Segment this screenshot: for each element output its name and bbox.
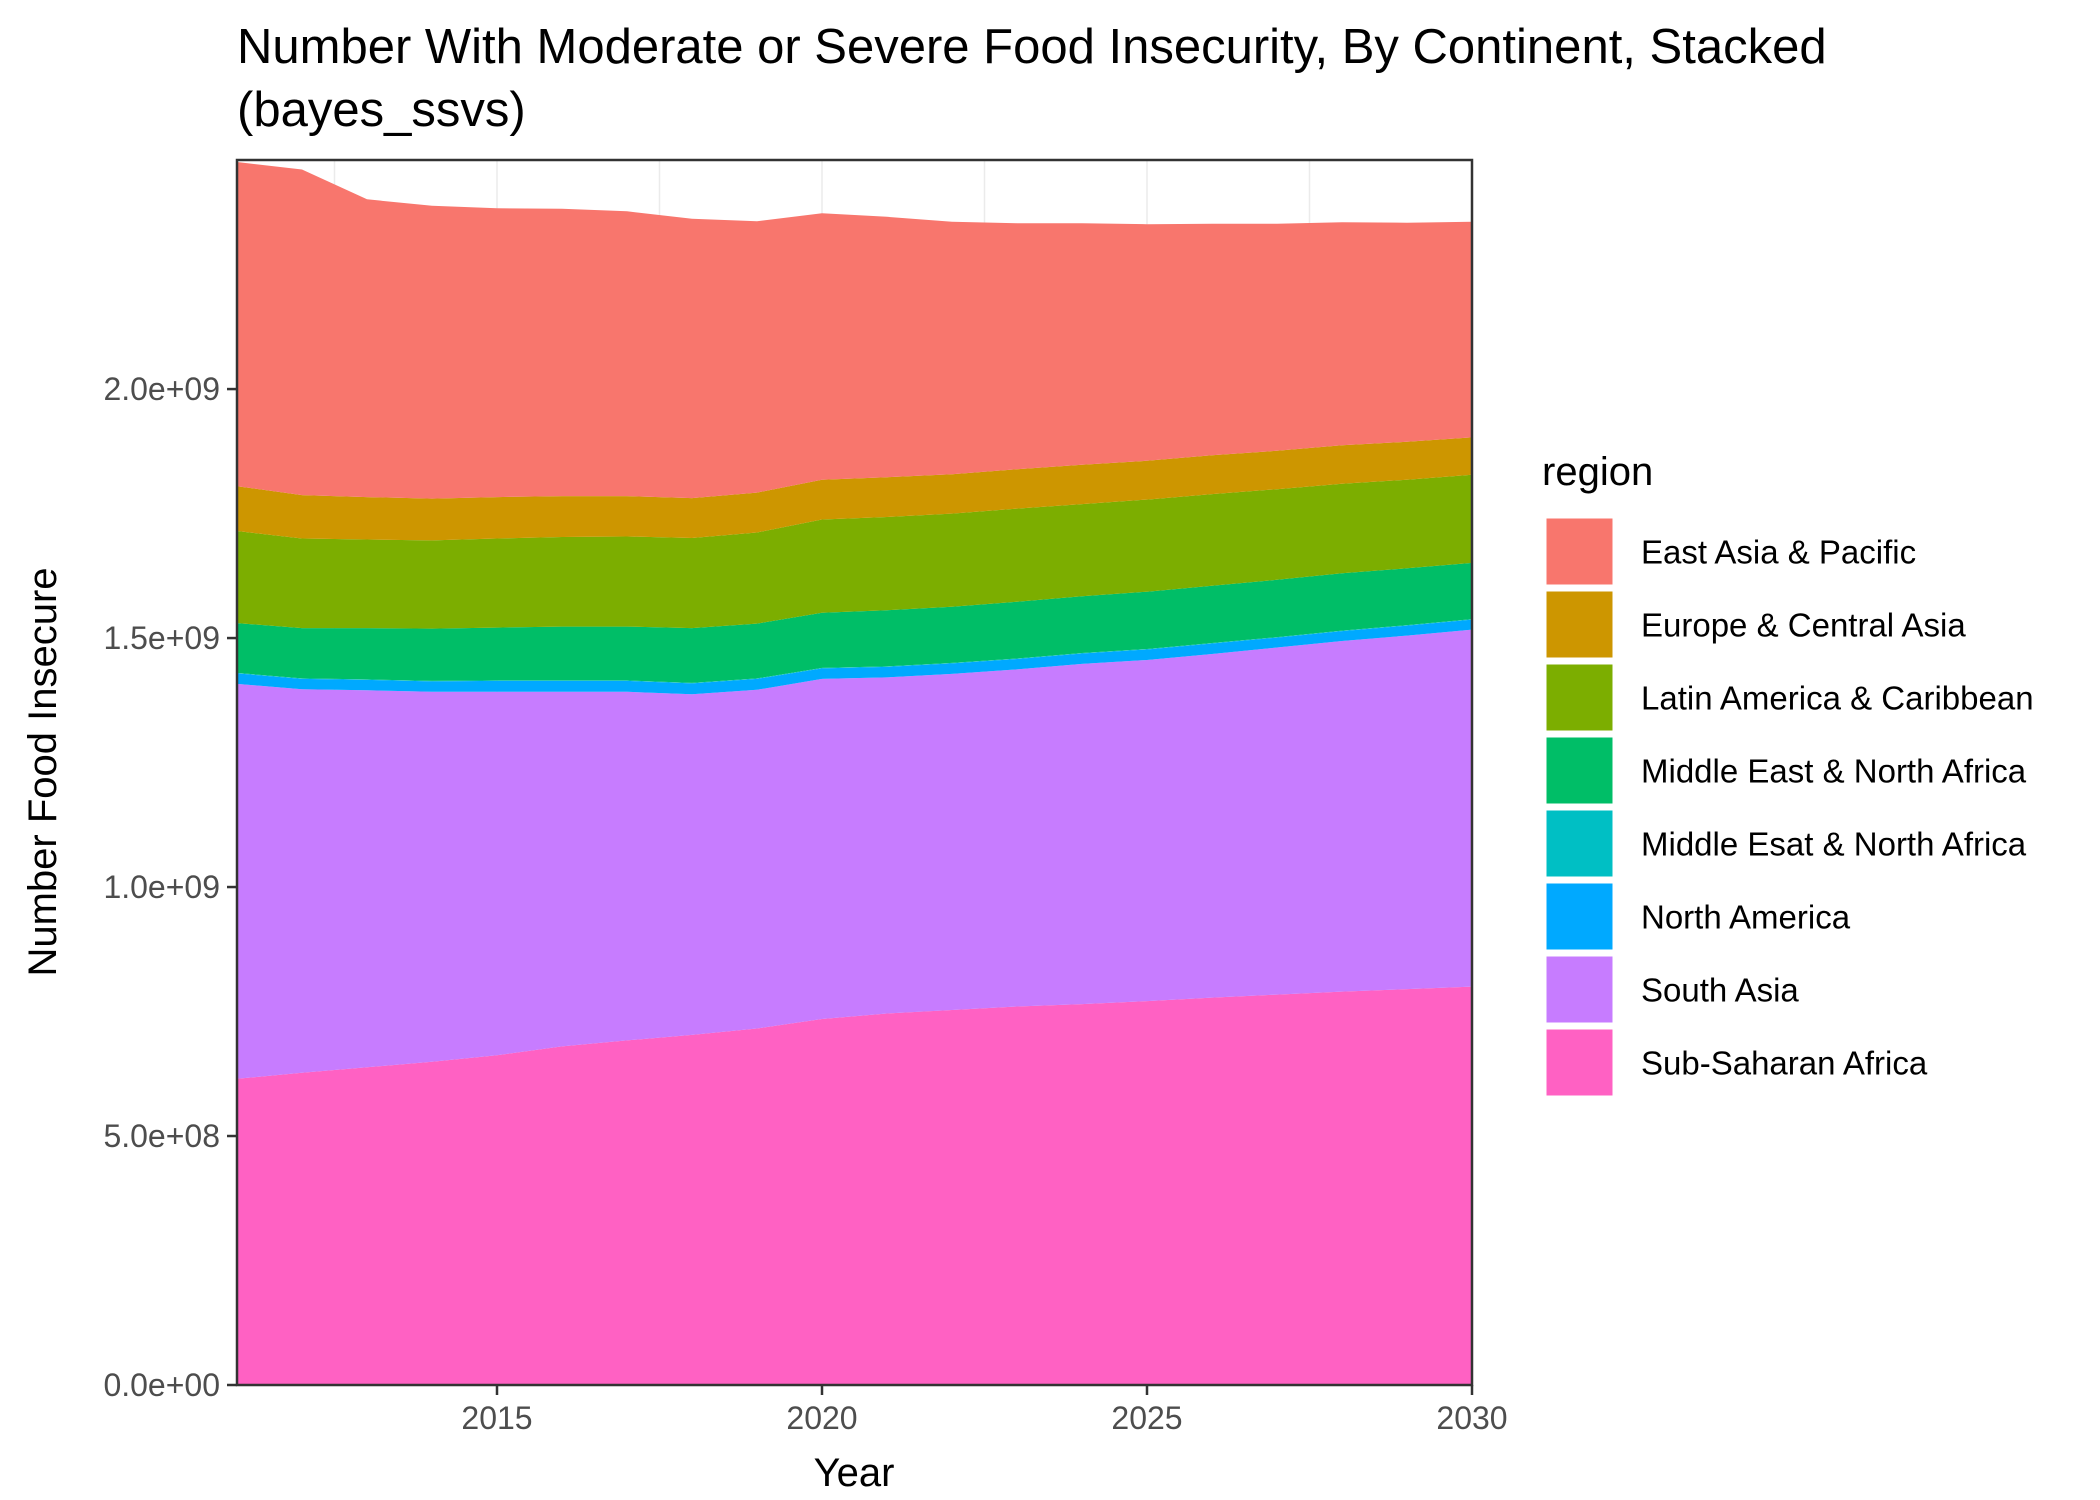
- y-tick-label: 0.0e+00: [103, 1367, 220, 1403]
- legend-label: East Asia & Pacific: [1641, 534, 1916, 571]
- legend-label: North America: [1641, 899, 1851, 936]
- legend-key: [1543, 734, 1616, 807]
- chart-subtitle: (bayes_ssvs): [237, 83, 526, 137]
- area-sub-saharan-africa: [237, 986, 1472, 1385]
- y-tick-label: 1.0e+09: [103, 869, 220, 905]
- legend-item: South Asia: [1543, 953, 1799, 1026]
- legend-item: North America: [1543, 880, 1851, 953]
- legend-label: Sub-Saharan Africa: [1641, 1045, 1928, 1082]
- area-south-asia: [237, 629, 1472, 1079]
- legend-item: Middle East & North Africa: [1543, 734, 2027, 807]
- legend-item: Latin America & Caribbean: [1543, 661, 2034, 734]
- y-tick-label: 1.5e+09: [103, 620, 220, 656]
- legend-key: [1543, 1026, 1616, 1099]
- legend-key: [1543, 953, 1616, 1026]
- legend-key: [1543, 515, 1616, 588]
- legend-label: Middle East & North Africa: [1641, 753, 2027, 790]
- y-tick-label: 2.0e+09: [103, 371, 220, 407]
- legend-title: region: [1542, 450, 1653, 494]
- x-tick-label: 2020: [786, 1400, 857, 1436]
- legend-label: South Asia: [1641, 972, 1799, 1009]
- legend-item: East Asia & Pacific: [1543, 515, 1916, 588]
- area-north-america: [237, 619, 1472, 695]
- chart-title: Number With Moderate or Severe Food Inse…: [237, 20, 1827, 74]
- legend-item: Europe & Central Asia: [1543, 588, 1966, 661]
- y-axis-title: Number Food Insecure: [21, 567, 65, 976]
- panel-border: [235, 158, 1474, 1387]
- legend-label: Middle Esat & North Africa: [1641, 826, 2027, 863]
- x-tick-label: 2015: [461, 1400, 532, 1436]
- legend-key: [1543, 661, 1616, 734]
- area-east-asia-pacific: [237, 162, 1472, 499]
- legend-label: Europe & Central Asia: [1641, 607, 1966, 644]
- x-tick-label: 2025: [1111, 1400, 1182, 1436]
- x-tick-label: 2030: [1436, 1400, 1507, 1436]
- legend-key: [1543, 807, 1616, 880]
- legend-label: Latin America & Caribbean: [1641, 680, 2034, 717]
- x-axis-title: Year: [814, 1451, 895, 1495]
- legend-key: [1543, 588, 1616, 661]
- legend: East Asia & Pacific Europe & Central Asia…: [1543, 515, 2034, 1099]
- axis-ticks: 2015 2020 2025 2030 0.0e+00 5.0e+08 1.0e+09 1.5…: [103, 371, 1507, 1436]
- area-europe-central-asia: [237, 437, 1472, 541]
- legend-item: Middle Esat & North Africa: [1543, 807, 2027, 880]
- y-tick-label: 5.0e+08: [103, 1118, 220, 1154]
- area-layer: [237, 162, 1472, 1385]
- legend-item: Sub-Saharan Africa: [1543, 1026, 1928, 1099]
- area-middle-east-north-africa: [237, 562, 1472, 683]
- area-latin-america-caribbean: [237, 474, 1472, 629]
- legend-key: [1543, 880, 1616, 953]
